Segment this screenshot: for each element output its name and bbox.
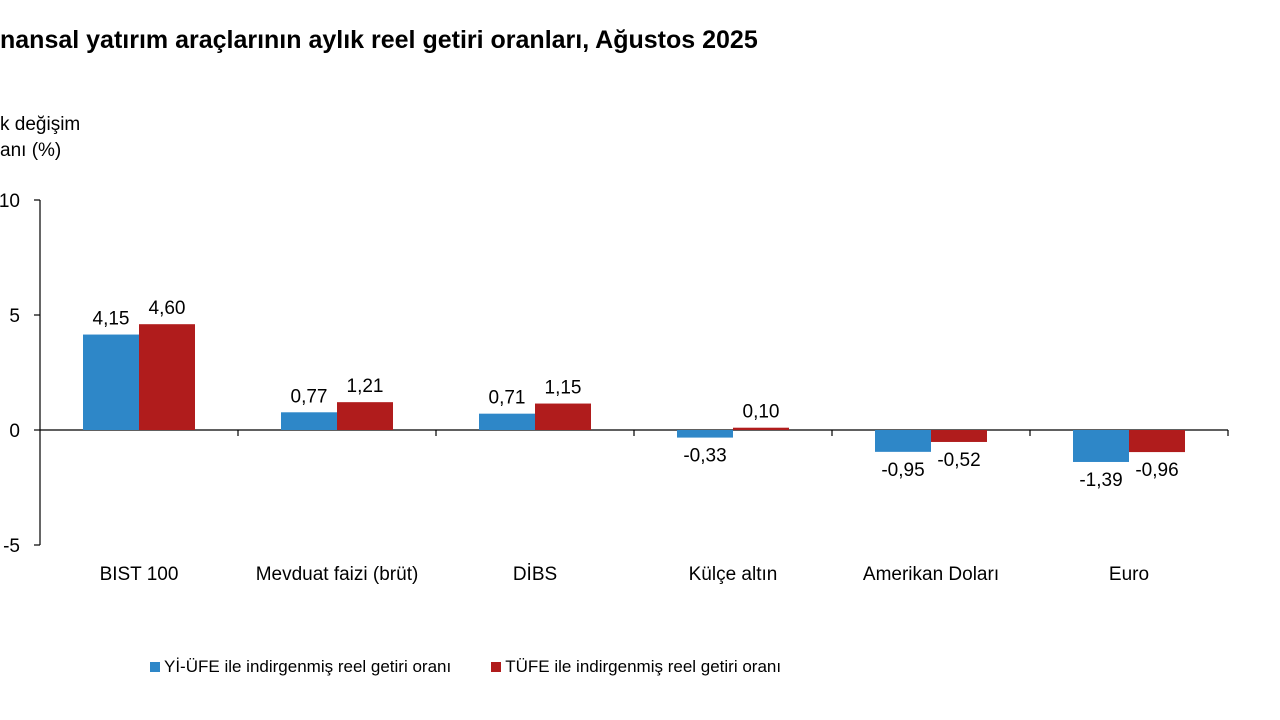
legend-label-series-1: Yİ-ÜFE ile indirgenmiş reel getiri oranı	[164, 657, 452, 676]
data-label-series-2: 1,15	[545, 378, 582, 399]
category-label: BIST 100	[100, 564, 179, 585]
category-label: DİBS	[513, 564, 557, 585]
bars	[83, 324, 1185, 462]
legend-item-series-2: TÜFE ile indirgenmiş reel getiri oranı	[491, 657, 781, 677]
data-label-series-1: 0,77	[291, 386, 328, 407]
bar-series-2	[337, 402, 393, 430]
bar-series-1	[83, 334, 139, 430]
data-label-series-2: 0,10	[743, 402, 780, 423]
legend-swatch-series-2	[491, 662, 502, 672]
y-tick-label: 5	[9, 306, 20, 327]
data-label-series-1: 4,15	[93, 309, 130, 330]
category-label: Mevduat faizi (brüt)	[256, 564, 419, 585]
y-tick-label: -5	[3, 536, 20, 557]
data-label-series-2: -0,52	[937, 450, 980, 471]
bar-series-1	[875, 430, 931, 452]
bar-series-2	[139, 324, 195, 430]
category-label: Amerikan Doları	[863, 564, 999, 585]
bar-series-2	[733, 427, 789, 430]
data-label-series-2: 1,21	[347, 376, 384, 397]
data-label-series-2: -0,96	[1135, 460, 1178, 481]
data-label-series-1: -0,95	[881, 460, 924, 481]
legend-item-series-1: Yİ-ÜFE ile indirgenmiş reel getiri oranı	[150, 657, 451, 677]
y-tick-label: 0	[9, 421, 20, 442]
bar-series-2	[931, 430, 987, 442]
legend-swatch-series-1	[150, 662, 160, 672]
bar-series-1	[677, 430, 733, 438]
axes: 10 5 0 -5	[0, 191, 1229, 557]
category-label: Euro	[1109, 564, 1149, 585]
bar-series-2	[535, 403, 591, 430]
data-label-series-1: -0,33	[683, 446, 726, 467]
legend: Yİ-ÜFE ile indirgenmiş reel getiri oranı…	[150, 655, 821, 679]
y-tick-label: 10	[0, 191, 20, 212]
chart-title: nansal yatırım araçlarının aylık reel ge…	[0, 26, 758, 54]
bar-series-1	[281, 412, 337, 430]
y-axis-label-line-2: anı (%)	[0, 140, 62, 161]
data-labels: BIST 100 Mevduat faizi (brüt) DİBS Külçe al…	[93, 298, 1179, 585]
bar-series-1	[479, 413, 535, 430]
data-label-series-1: 0,71	[489, 388, 526, 409]
data-label-series-2: 4,60	[149, 298, 186, 319]
y-axis-label: k değişim anı (%)	[0, 112, 80, 164]
data-label-series-1: -1,39	[1079, 470, 1122, 491]
bar-series-2	[1129, 430, 1185, 453]
y-axis-label-line-1: k değişim	[0, 114, 81, 135]
bar-series-1	[1073, 430, 1129, 462]
legend-label-series-2: TÜFE ile indirgenmiş reel getiri oranı	[505, 657, 782, 676]
category-label: Külçe altın	[689, 564, 778, 585]
